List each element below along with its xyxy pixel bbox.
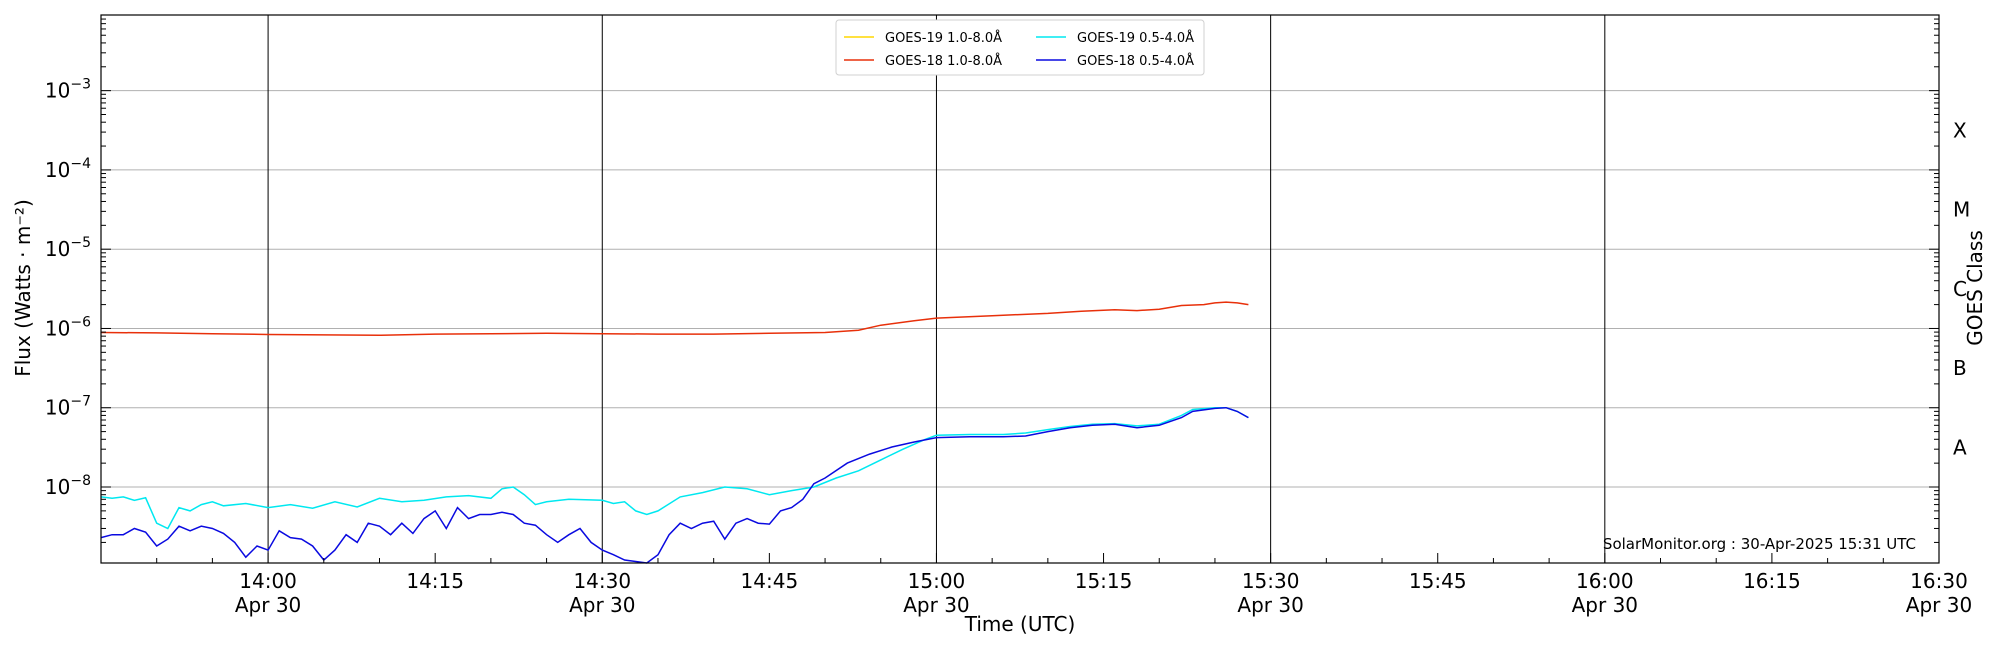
plot-frame	[100, 14, 1940, 564]
legend-label-3: GOES-18 0.5-4.0Å	[1077, 53, 1194, 69]
x-tick-date-8: Apr 30	[1572, 593, 1638, 617]
series-line-1	[100, 301, 1249, 337]
x-tick-time-0: 14:00	[239, 569, 297, 593]
y-tick-label-3: 10−5	[45, 235, 91, 261]
legend-label-0: GOES-19 1.0-8.0Å	[885, 30, 1002, 46]
goes-class-axis-label: GOES Class	[1963, 230, 1987, 346]
legend: GOES-19 1.0-8.0Å GOES-18 1.0-8.0Å GOES-19 …	[835, 19, 1205, 76]
legend-box	[835, 19, 1205, 76]
legend-label-2: GOES-19 0.5-4.0Å	[1077, 30, 1194, 46]
legend-label-1: GOES-18 1.0-8.0Å	[885, 53, 1002, 69]
x-tick-time-2: 14:30	[573, 569, 631, 593]
goes-class-M: M	[1953, 198, 1970, 222]
y-tick-label-0: 10−8	[45, 473, 91, 499]
x-tick-time-5: 15:15	[1075, 569, 1133, 593]
goes-class-A: A	[1953, 435, 1967, 459]
series-line-3	[100, 406, 1249, 564]
watermark-text: SolarMonitor.org : 30-Apr-2025 15:31 UTC	[1603, 535, 1916, 553]
x-tick-time-8: 16:00	[1576, 569, 1634, 593]
x-axis-label: Time (UTC)	[964, 612, 1076, 636]
x-tick-date-4: Apr 30	[903, 593, 969, 617]
y-tick-label-1: 10−7	[45, 394, 91, 420]
x-tick-time-6: 15:30	[1242, 569, 1300, 593]
x-tick-date-2: Apr 30	[569, 593, 635, 617]
goes-class-X: X	[1953, 118, 1967, 142]
x-tick-time-3: 14:45	[741, 569, 799, 593]
plot-area	[100, 15, 1940, 564]
x-tick-date-10: Apr 30	[1906, 593, 1972, 617]
goes-class-C: C	[1953, 277, 1967, 301]
y-tick-label-2: 10−6	[45, 314, 91, 340]
x-tick-date-0: Apr 30	[235, 593, 301, 617]
x-tick-time-7: 15:45	[1409, 569, 1467, 593]
y-tick-label-5: 10−3	[45, 77, 91, 103]
x-tick-date-6: Apr 30	[1237, 593, 1303, 617]
y-axis-label: Flux (Watts · m⁻²)	[11, 199, 35, 377]
x-tick-time-1: 14:15	[406, 569, 464, 593]
x-tick-time-10: 16:30	[1910, 569, 1968, 593]
y-tick-label-4: 10−4	[45, 156, 91, 182]
x-tick-time-9: 16:15	[1743, 569, 1801, 593]
x-tick-time-4: 15:00	[908, 569, 966, 593]
goes-class-B: B	[1953, 356, 1967, 380]
series-line-2	[100, 406, 1249, 530]
